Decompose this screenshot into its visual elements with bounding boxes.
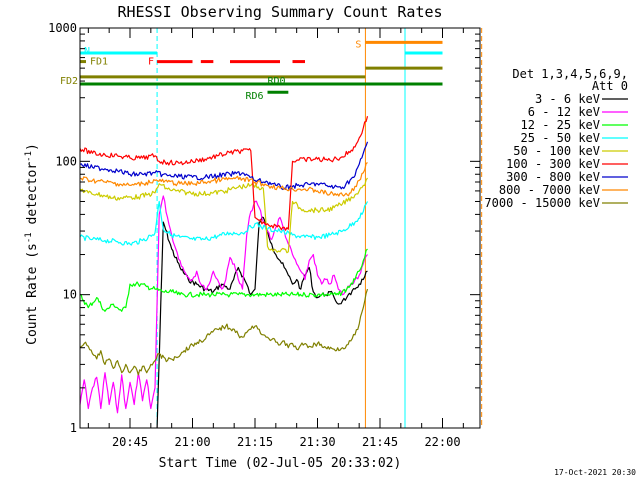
flag-label-rd0: RD0 [268, 76, 286, 87]
y-tick-label: 1000 [48, 21, 77, 35]
footer-timestamp: 17-Oct-2021 20:30 [554, 468, 636, 477]
x-tick-label: 21:45 [362, 435, 398, 449]
legend-label-3-6-kev: 3 - 6 keV [535, 92, 600, 106]
chart-title: RHESSI Observing Summary Count Rates [117, 3, 442, 21]
x-tick-label: 20:45 [112, 435, 148, 449]
y-axis-label: Count Rate (s-1 detector-1) [24, 143, 40, 345]
legend-label-50-100-kev: 50 - 100 keV [513, 144, 600, 158]
y-tick-label: 10 [63, 288, 77, 302]
x-tick-label: 21:00 [174, 435, 210, 449]
legend-title-line: Det 1,3,4,5,6,9, [512, 67, 628, 81]
x-tick-label: 22:00 [424, 435, 460, 449]
y-axis-label-rest: detector [25, 162, 40, 233]
flag-label-fd2: FD2 [60, 76, 78, 87]
y-axis-label-sup: -1 [24, 232, 34, 243]
legend-label-25-50-kev: 25 - 50 keV [521, 131, 600, 145]
axes: 1 10 100 1000 20:45 21:00 21:15 21:30 21:45 22:00 [48, 21, 480, 449]
y-axis-label-close: ) [25, 143, 40, 151]
plot-frame [79, 27, 481, 429]
y-tick-label: 1 [70, 421, 77, 435]
flag-label-n: N [84, 46, 90, 57]
series-line-3-6-kev [156, 216, 368, 429]
flag-label-fd1: FD1 [90, 57, 108, 68]
y-tick-label: 100 [55, 154, 77, 168]
x-axis-label: Start Time (02-Jul-05 20:33:02) [159, 456, 402, 471]
series-line-12-25-kev [80, 248, 368, 312]
y-axis-label-main: Count Rate (s [25, 243, 40, 345]
x-tick-label: 21:30 [299, 435, 335, 449]
series-line-50-100-kev [79, 177, 368, 254]
legend-label-800-7000-kev: 800 - 7000 keV [499, 183, 600, 197]
plot-area: N F FD1 FD2 RD0 RD6 S [60, 28, 483, 429]
legend-label-12-25-kev: 12 - 25 keV [521, 118, 600, 132]
y-axis-label-sup-2: -1 [24, 151, 34, 162]
legend-label-7000-15000-kev: 7000 - 15000 keV [484, 196, 600, 210]
series-line-100-300-kev [79, 116, 369, 231]
x-tick-label: 21:15 [237, 435, 273, 449]
series-line-800-7000-kev [79, 162, 368, 197]
legend-label-6-12-kev: 6 - 12 keV [528, 105, 600, 119]
legend-label-100-300-kev: 100 - 300 keV [506, 157, 600, 171]
series-line-7000-15000-kev [79, 288, 369, 376]
series-line-25-50-kev [79, 200, 369, 246]
legend-label-300-800-kev: 300 - 800 keV [506, 170, 600, 184]
series-line-300-800-kev [79, 141, 369, 191]
flag-label-s: S [355, 39, 361, 50]
flag-label-rd6: RD6 [245, 91, 263, 102]
legend-title-line: Att 0 [592, 79, 628, 93]
flag-label-f: F [148, 57, 154, 68]
series-line-6-12-kev [79, 195, 368, 414]
